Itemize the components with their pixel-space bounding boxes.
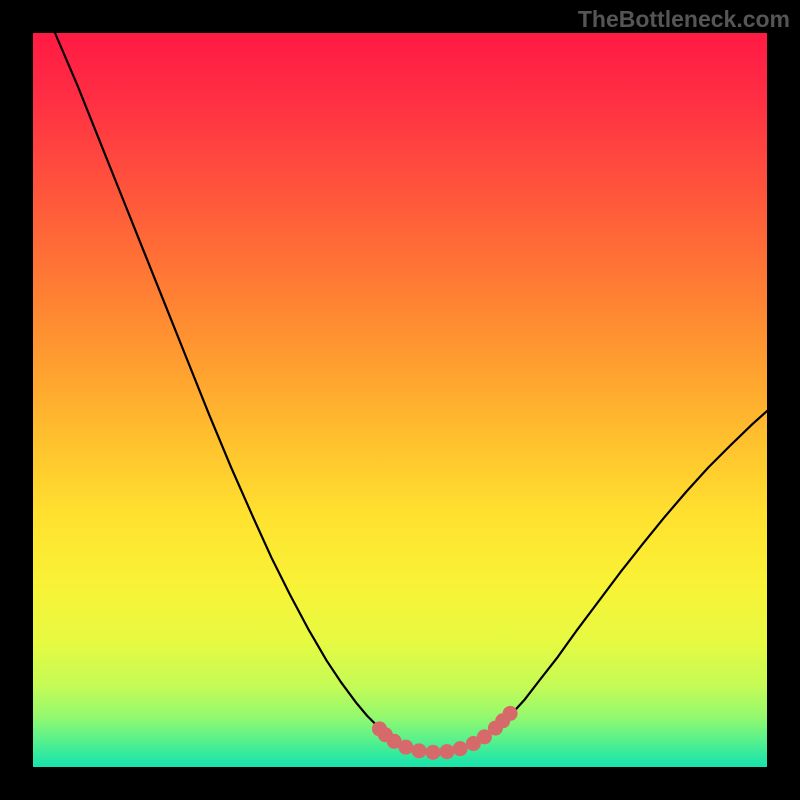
dot bbox=[453, 741, 468, 756]
dot bbox=[426, 745, 441, 760]
chart-svg bbox=[0, 0, 800, 800]
dot bbox=[503, 706, 518, 721]
chart-frame: TheBottleneck.com bbox=[0, 0, 800, 800]
plot-gradient-area bbox=[33, 33, 767, 767]
watermark-text: TheBottleneck.com bbox=[578, 6, 790, 33]
dot bbox=[412, 743, 427, 758]
dot bbox=[439, 744, 454, 759]
dot bbox=[398, 740, 413, 755]
